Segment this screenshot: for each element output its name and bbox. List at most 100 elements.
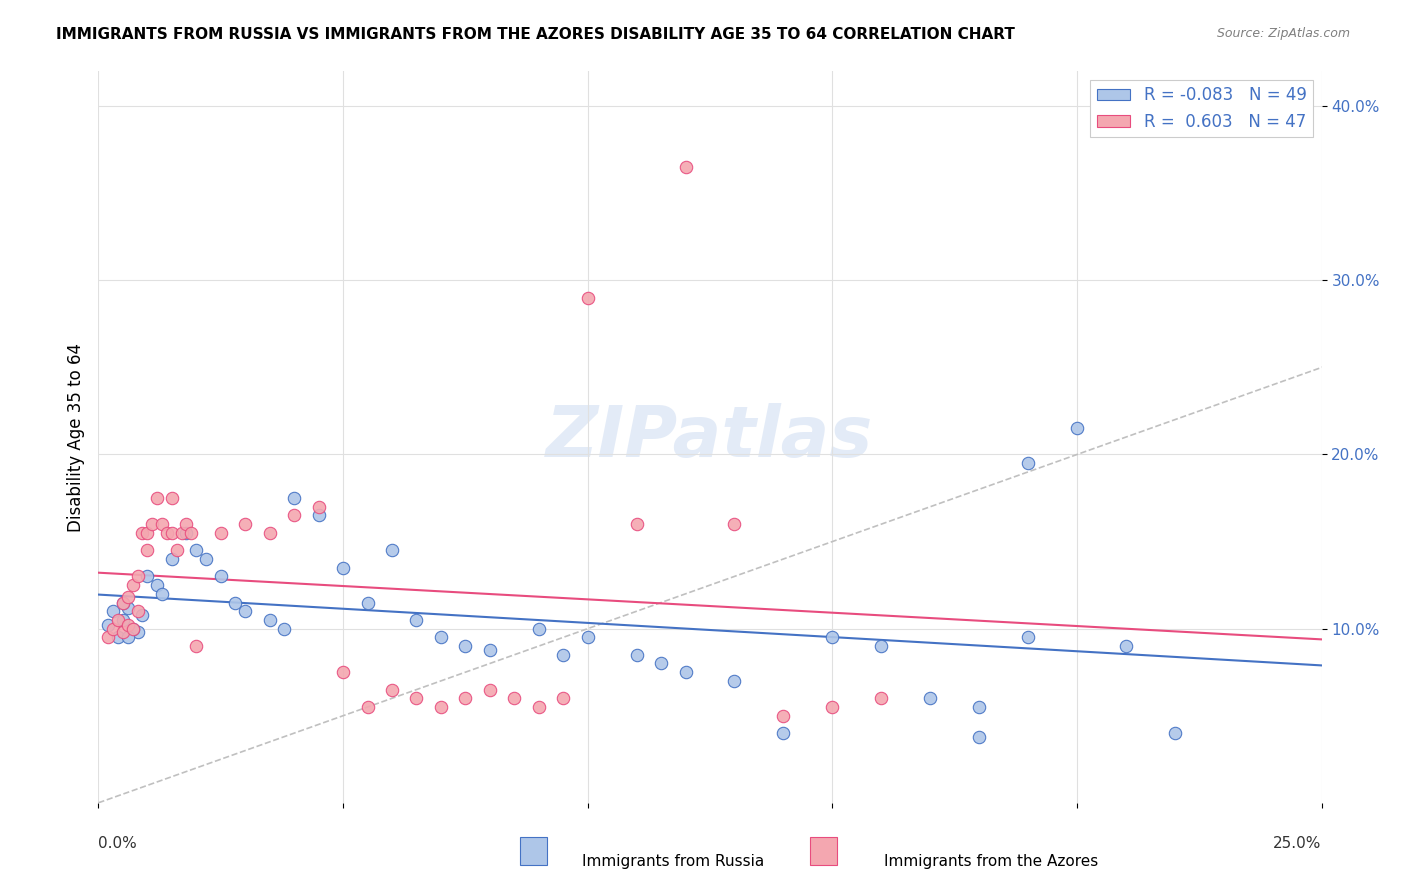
Point [675,160,697,174]
Text: Immigrants from the Azores: Immigrants from the Azores [884,854,1098,869]
Point [920,691,942,706]
Point [870,691,893,706]
Text: ZIPatlas: ZIPatlas [547,402,873,472]
Point [107,631,129,645]
Point [772,708,794,723]
Point [1164,726,1187,740]
Point [127,604,149,618]
Point [576,291,599,305]
Point [127,569,149,583]
Point [503,691,526,706]
Point [405,613,427,627]
Point [626,648,648,662]
Point [478,642,501,657]
Point [650,657,672,671]
Point [131,525,153,540]
Point [117,618,139,632]
Point [1066,421,1088,435]
Text: IMMIGRANTS FROM RUSSIA VS IMMIGRANTS FROM THE AZORES DISABILITY AGE 35 TO 64 COR: IMMIGRANTS FROM RUSSIA VS IMMIGRANTS FRO… [56,27,1015,42]
Point [527,700,550,714]
Point [150,587,173,601]
Point [111,595,134,609]
Point [101,604,124,618]
Point [626,517,648,532]
Point [141,517,163,532]
Point [146,578,169,592]
Point [136,543,159,558]
Point [131,607,153,622]
Point [195,552,218,566]
Point [170,525,193,540]
Point [186,543,208,558]
Point [283,508,305,523]
Point [870,639,893,653]
Point [967,730,990,744]
Point [1017,631,1039,645]
Point [107,613,129,627]
Point [186,639,208,653]
FancyBboxPatch shape [520,838,547,865]
Point [209,525,232,540]
Point [553,691,575,706]
Point [356,700,378,714]
Point [166,543,188,558]
Point [273,622,295,636]
Point [160,491,183,505]
Point [454,691,477,706]
Point [156,525,179,540]
Y-axis label: Disability Age 35 to 64: Disability Age 35 to 64 [66,343,84,532]
Point [259,525,281,540]
Point [723,517,745,532]
Point [454,639,477,653]
Point [160,552,183,566]
Point [117,631,139,645]
Point [332,665,354,680]
Point [381,682,404,697]
Point [308,500,330,514]
Point [209,569,232,583]
Text: 25.0%: 25.0% [1274,836,1322,851]
Text: Source: ZipAtlas.com: Source: ZipAtlas.com [1216,27,1350,40]
Point [259,613,281,627]
Point [117,591,139,605]
Point [121,578,143,592]
Point [967,700,990,714]
Point [176,525,198,540]
Point [308,508,330,523]
Point [675,665,697,680]
Point [101,622,124,636]
Point [97,618,120,632]
Text: 0.0%: 0.0% [98,836,138,851]
Point [821,631,844,645]
Point [527,622,550,636]
Point [381,543,404,558]
Point [430,700,453,714]
Point [821,700,844,714]
Point [430,631,453,645]
Point [176,517,198,532]
Point [121,622,143,636]
FancyBboxPatch shape [810,838,837,865]
Point [136,525,159,540]
Point [283,491,305,505]
Point [356,595,378,609]
Point [127,625,149,640]
Point [150,517,173,532]
Point [1115,639,1137,653]
Point [332,560,354,574]
Legend: R = -0.083   N = 49, R =  0.603   N = 47: R = -0.083 N = 49, R = 0.603 N = 47 [1091,79,1313,137]
Point [224,595,246,609]
Point [233,517,256,532]
Point [136,569,159,583]
Point [111,613,134,627]
Point [405,691,427,706]
Point [97,631,120,645]
Text: Immigrants from Russia: Immigrants from Russia [582,854,765,869]
Point [233,604,256,618]
Point [478,682,501,697]
Point [111,625,134,640]
Point [111,595,134,609]
Point [772,726,794,740]
Point [576,631,599,645]
Point [121,622,143,636]
